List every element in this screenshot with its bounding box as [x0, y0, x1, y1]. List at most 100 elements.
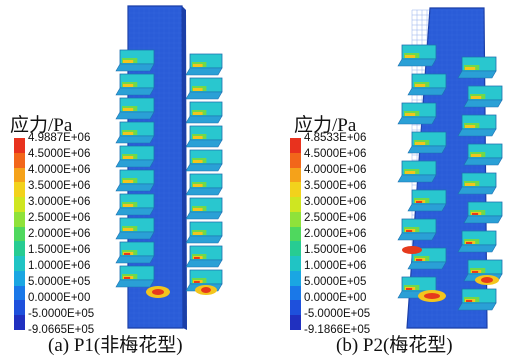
colorbar-band: [14, 256, 25, 271]
colorbar-band: [14, 285, 25, 301]
colorbar-band: [14, 315, 25, 330]
fin-left: [407, 131, 447, 154]
colorbar-band: [290, 315, 301, 330]
colorbar-tick-label: 1.5000E+06: [28, 244, 91, 256]
colorbar-band: [14, 211, 25, 227]
colorbar-band: [14, 138, 25, 153]
fin-left: [115, 73, 155, 96]
fin-left: [397, 160, 437, 183]
fin-left: [115, 97, 155, 120]
fin-left: [115, 145, 155, 168]
colorbar-band: [14, 197, 25, 212]
fin-left: [397, 44, 437, 67]
fin-right: [457, 288, 497, 311]
fin-right: [457, 172, 497, 195]
fin-right: [457, 114, 497, 137]
colorbar-band: [290, 285, 301, 301]
fin-left: [115, 217, 155, 240]
fin-right: [457, 230, 497, 253]
caption-b: (b) P2(梅花型): [336, 335, 453, 356]
colorbar-band: [290, 167, 301, 183]
colorbar-tick-label: -9.1866E+05: [304, 324, 371, 336]
colorbar-band: [290, 138, 301, 153]
fin-right: [185, 77, 223, 100]
fin-left: [407, 189, 447, 212]
colorbar-tick-label: 4.0000E+06: [304, 164, 367, 176]
fin-right: [185, 125, 223, 148]
fin-right: [185, 197, 223, 220]
colorbar-tick-label: 5.0000E+05: [28, 276, 91, 288]
colorbar-band: [290, 211, 301, 227]
colorbar-band: [290, 270, 301, 286]
colorbar-tick-label: 0.0000E+00: [28, 292, 91, 304]
fin-right: [463, 143, 503, 166]
colorbar-tick-label: 2.5000E+06: [28, 212, 91, 224]
colorbar-band: [290, 152, 301, 168]
stress-hotspot: [481, 277, 493, 283]
stress-hotspot: [424, 293, 440, 299]
fin-left: [115, 121, 155, 144]
colorbar-band: [14, 152, 25, 168]
panel-b: 应力/Pa 4.8533E+06 4.5000E+06 4.0000E+06 3.50…: [262, 0, 521, 360]
colorbar-tick-label: 3.0000E+06: [304, 196, 367, 208]
fin-right: [463, 85, 503, 108]
colorbar-tick-label: 2.0000E+06: [28, 228, 91, 240]
colorbar-tick-label: 4.0000E+06: [28, 164, 91, 176]
colorbar-tick-label: 4.5000E+06: [304, 148, 367, 160]
colorbar-tick-label: 4.9887E+06: [28, 132, 91, 144]
fin-left: [115, 49, 155, 72]
caption-a: (a) P1(非梅花型): [48, 335, 183, 356]
panel-a: 应力/Pa 4.9887E+06 4.5000E+06 4.0000E+06 3.50…: [0, 0, 260, 360]
colorbar-band: [14, 241, 25, 257]
legend-title: 应力/Pa: [294, 115, 357, 136]
colorbar-tick-label: 1.0000E+06: [304, 260, 367, 272]
fin-right: [185, 245, 223, 268]
colorbar-tick-label: -9.0665E+05: [28, 324, 95, 336]
colorbar-tick-label: 3.5000E+06: [28, 180, 91, 192]
colorbar-tick-label: 3.5000E+06: [304, 180, 367, 192]
colorbar-band: [14, 182, 25, 198]
fin-left: [397, 102, 437, 125]
colorbar-tick-label: 4.5000E+06: [28, 148, 91, 160]
colorbar-tick-label: 3.0000E+06: [28, 196, 91, 208]
colorbar: [14, 138, 25, 330]
colorbar-band: [14, 300, 25, 316]
stress-hotspot: [152, 289, 164, 295]
fe-model-p2: [397, 7, 503, 329]
fin-left: [115, 241, 155, 264]
fin-right: [185, 149, 223, 172]
fin-left: [115, 169, 155, 192]
fe-model-p1: [115, 5, 223, 330]
colorbar-tick-label: 2.5000E+06: [304, 212, 367, 224]
fin-right: [457, 56, 497, 79]
fin-right: [185, 53, 223, 76]
colorbar-tick-label: 4.8533E+06: [304, 132, 367, 144]
colorbar-band: [14, 226, 25, 242]
fin-left: [407, 247, 447, 270]
colorbar-tick-label: 0.0000E+00: [304, 292, 367, 304]
colorbar-tick-label: -5.0000E+05: [28, 308, 95, 320]
colorbar-tick-label: 2.0000E+06: [304, 228, 367, 240]
fin-left: [115, 193, 155, 216]
colorbar: [290, 138, 301, 330]
colorbar-band: [290, 182, 301, 198]
fin-right: [185, 101, 223, 124]
colorbar-tick-label: 1.0000E+06: [28, 260, 91, 272]
colorbar-band: [14, 270, 25, 286]
colorbar-tick-label: 1.5000E+06: [304, 244, 367, 256]
stress-hotspot: [201, 287, 211, 293]
colorbar-band: [14, 167, 25, 183]
fin-right: [185, 221, 223, 244]
colorbar-tick-label: 5.0000E+05: [304, 276, 367, 288]
fin-left: [407, 73, 447, 96]
stress-hotspot: [402, 246, 422, 254]
colorbar-band: [290, 226, 301, 242]
colorbar-band: [290, 300, 301, 316]
colorbar-band: [290, 256, 301, 271]
fin-left: [397, 218, 437, 241]
colorbar-band: [290, 197, 301, 212]
fin-left: [115, 265, 155, 288]
colorbar-tick-label: -5.0000E+05: [304, 308, 371, 320]
fin-right: [185, 173, 223, 196]
fin-right: [463, 201, 503, 224]
